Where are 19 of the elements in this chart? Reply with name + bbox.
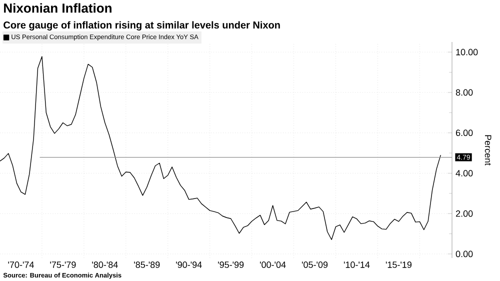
- chart-subtitle: Core gauge of inflation rising at similar levels under Nixon: [4, 21, 280, 31]
- x-tick-label: '70-'74: [8, 262, 34, 268]
- y-tick-label: 2.00: [456, 210, 473, 217]
- y-tick-label: 0.00: [456, 250, 473, 258]
- x-tick-label: '05-'09: [302, 262, 328, 268]
- x-tick-label: '85-'89: [134, 262, 160, 268]
- x-tick-label: '10-'14: [344, 262, 370, 268]
- x-tick-label: '95-'99: [218, 262, 244, 268]
- y-tick-label: 4.00: [456, 170, 473, 176]
- x-tick-label: '90-'94: [176, 262, 202, 268]
- y-tick-label: 10.00: [456, 48, 478, 56]
- y-tick-label: 6.00: [456, 130, 473, 136]
- x-tick-label: '00-'04: [260, 262, 286, 268]
- chart-title: Nixonian Inflation: [4, 3, 112, 13]
- x-tick-label: '75-'79: [50, 262, 76, 268]
- y-axis-title: Percent: [484, 135, 492, 166]
- y-tick-label: 8.00: [456, 89, 473, 96]
- x-tick-label: '15-'19: [386, 262, 412, 268]
- x-tick-label: '80-'84: [92, 262, 118, 268]
